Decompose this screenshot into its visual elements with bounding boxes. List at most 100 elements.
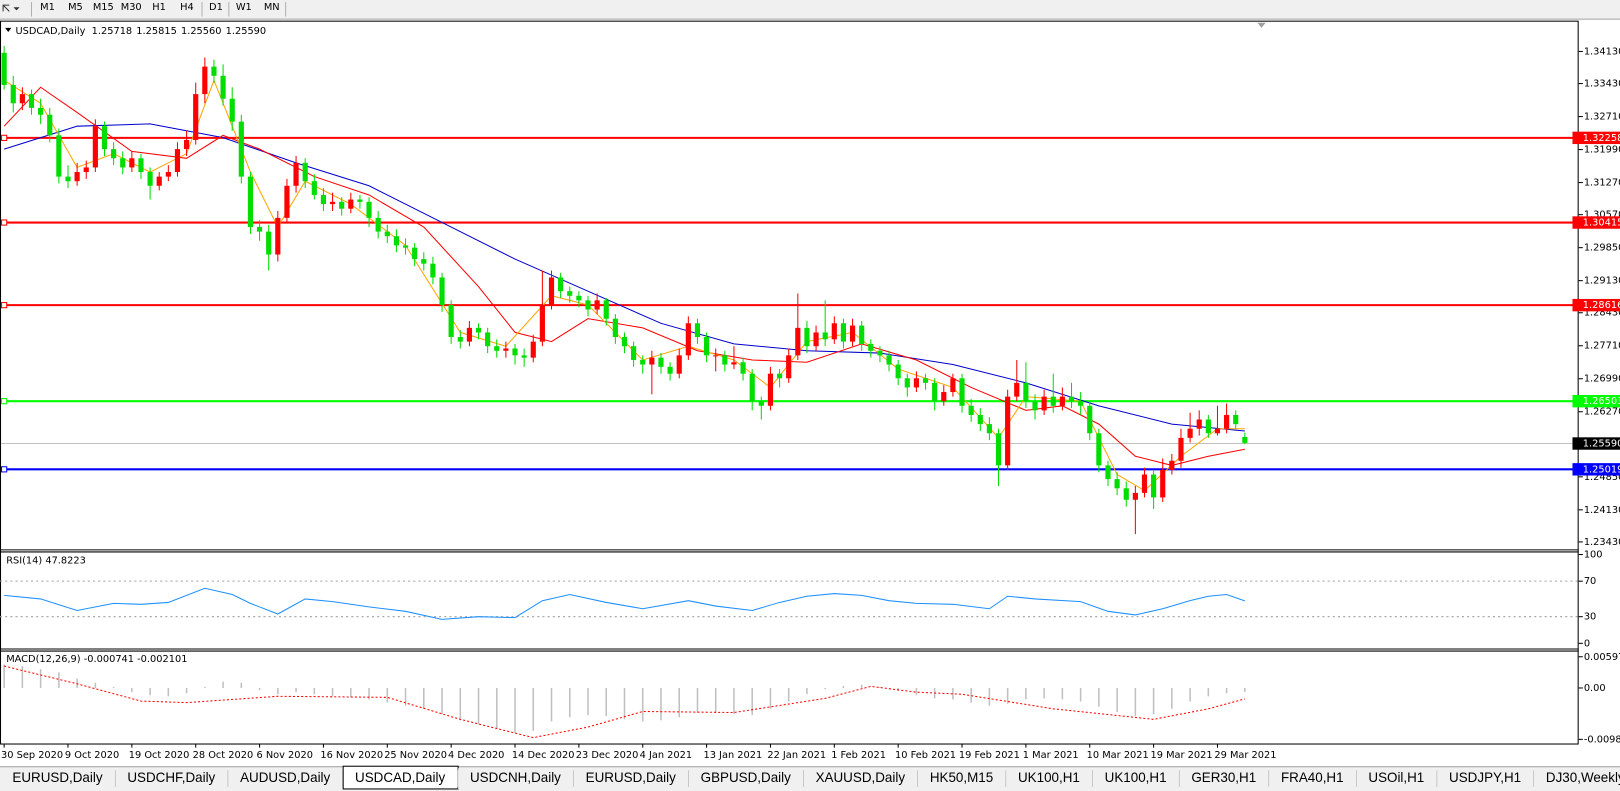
tab-background[interactable] [228,768,344,789]
tab-label[interactable]: DJ30,Weekly [1546,770,1620,785]
tab-background[interactable] [1437,768,1535,789]
candle-body [1187,428,1193,438]
tab-label[interactable]: GBPUSD,Daily [701,770,791,785]
candle-body [466,327,472,342]
candle-body [576,295,582,301]
tab-background[interactable] [1179,768,1270,789]
x-tick-label: 10 Mar 2021 [1087,750,1149,761]
timeframe-button[interactable]: H1 [152,2,166,13]
timeframe-button[interactable]: M5 [68,2,83,13]
tab-background[interactable] [688,768,804,789]
tab-background[interactable] [917,768,1007,789]
tab-background[interactable] [1534,768,1620,789]
tab-label[interactable]: USDCHF,Daily [127,770,215,785]
tab[interactable]: GER30,H1 [1179,768,1270,789]
x-tick-label: 1 Mar 2021 [1023,750,1079,761]
candle-body [995,433,1002,466]
candle-body [922,378,929,383]
tab-background[interactable] [1269,768,1357,789]
candle-body [202,66,208,95]
price-label: 1.32258 [1583,133,1620,144]
tab-label[interactable]: EURUSD,Daily [586,770,676,785]
y-tick-label: 1.24850 [1584,472,1620,483]
tab[interactable]: USDJPY,H1 [1437,768,1535,789]
timeframe-button[interactable]: M15 [93,2,114,13]
candle-body [813,332,819,347]
candle-body [621,337,628,347]
candle-body [932,382,938,402]
candle-body [1214,428,1221,434]
tab-label[interactable]: USDCNH,Daily [470,770,561,785]
timeframe-button[interactable]: M30 [121,2,142,13]
timeframe-button[interactable]: MN [264,2,280,13]
candle-body [211,66,217,76]
level-handle [1,466,8,473]
tab-label[interactable]: EURUSD,Daily [12,770,102,785]
tab-label[interactable]: USDCAD,Daily [355,770,445,785]
candle-body [193,94,199,140]
timeframe-button[interactable]: H4 [180,2,194,13]
tab[interactable]: EURUSD,Daily [0,768,116,789]
indicator-line [4,665,1245,739]
candle-body [895,364,901,379]
timeframe-button[interactable]: W1 [236,2,252,13]
candle-body [311,181,317,195]
tab-label[interactable]: UK100,H1 [1018,770,1080,785]
candle-body [156,176,162,186]
tab-background[interactable] [0,768,116,789]
tab[interactable]: UK100,H1 [1092,768,1180,789]
timeframe-button[interactable]: M1 [40,2,55,13]
timeframe-button[interactable]: D1 [209,2,223,13]
y-tick-label: 1.28430 [1584,308,1620,319]
tab-background[interactable] [1092,768,1180,789]
tab-background[interactable] [458,768,574,789]
candle-body [795,327,801,356]
tab[interactable]: AUDUSD,Daily [228,768,344,789]
candle-body [676,355,682,374]
candle-body [348,199,354,209]
candle-body [402,245,409,248]
tab[interactable]: FRA40,H1 [1269,768,1358,789]
tab[interactable]: USOil,H1 [1356,768,1438,789]
tab-label[interactable]: AUDUSD,Daily [240,770,330,785]
tab-label[interactable]: USOil,H1 [1368,770,1424,785]
tab[interactable]: DJ30,Weekly [1534,768,1620,789]
candle-body [10,84,16,104]
x-tick-label: 19 Mar 2021 [1151,750,1213,761]
toolbar-icon[interactable] [2,4,10,12]
candle-body [302,162,308,182]
toolbar-dropdown[interactable] [13,7,20,11]
tab[interactable]: HK50,M15 [917,768,1007,789]
tab[interactable]: UK100,H1 [1006,768,1094,789]
y-tick-label: 1.32710 [1584,112,1620,123]
candle-body [1205,419,1211,434]
macd-title: MACD(12,26,9) -0.000741 -0.002101 [6,654,187,665]
tab-background[interactable] [1006,768,1093,789]
candle-body [1178,437,1184,461]
chart-menu-arrow[interactable] [5,27,12,33]
tab-label[interactable]: USDJPY,H1 [1449,770,1521,785]
price-label: 1.25019 [1583,464,1620,475]
tab[interactable]: EURUSD,Daily [573,768,690,789]
tab-background[interactable] [573,768,689,789]
candle-body [1169,460,1175,470]
tab-background[interactable] [803,768,918,789]
candle-body [1160,469,1166,498]
tab-label[interactable]: GER30,H1 [1191,770,1256,785]
price-label-bg [1572,131,1620,145]
tab-label[interactable]: FRA40,H1 [1281,770,1344,785]
tab[interactable]: GBPUSD,Daily [688,768,805,789]
tab-background[interactable] [115,768,229,789]
tab-label[interactable]: UK100,H1 [1105,770,1167,785]
tab-label[interactable]: XAUUSD,Daily [816,770,906,785]
level-handle [1,302,8,309]
tab[interactable]: USDCAD,Daily [342,765,459,790]
candle-body [1041,396,1047,411]
tab-label[interactable]: HK50,M15 [930,770,993,785]
tab[interactable]: USDCNH,Daily [458,768,575,789]
candle-body [256,227,263,232]
tab[interactable]: XAUUSD,Daily [803,768,919,789]
tab-background[interactable] [1356,768,1438,789]
tab[interactable]: USDCHF,Daily [115,768,229,789]
